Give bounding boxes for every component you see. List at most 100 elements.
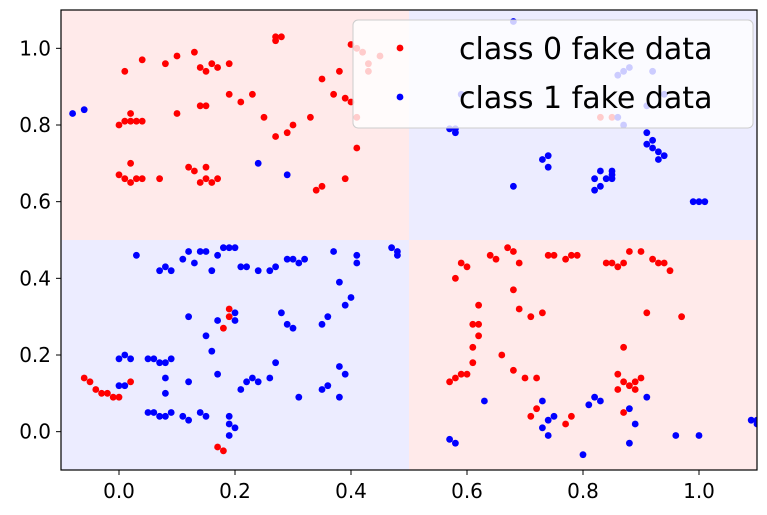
- point-class1-67: [324, 313, 332, 321]
- point-class1-127: [672, 432, 680, 439]
- point-class0-34: [133, 117, 140, 125]
- point-class0-86: [486, 251, 494, 259]
- point-class0-12: [249, 90, 256, 98]
- point-class1-16: [608, 171, 616, 179]
- point-class1-108: [231, 424, 239, 432]
- point-class0-7: [208, 60, 216, 68]
- point-class1-62: [231, 309, 239, 317]
- point-class0-75: [457, 370, 465, 378]
- point-class1-86: [254, 378, 262, 386]
- y-tick-label-1: 0.2: [19, 343, 51, 367]
- point-class0-62: [92, 386, 100, 393]
- point-class0-14: [272, 33, 279, 41]
- point-class1-57: [394, 248, 401, 255]
- point-class0-112: [626, 248, 633, 255]
- point-class1-22: [655, 156, 662, 163]
- point-class0-88: [504, 244, 511, 252]
- point-class0-78: [469, 343, 477, 351]
- point-class1-103: [185, 416, 193, 424]
- point-class0-80: [469, 320, 477, 328]
- point-class0-31: [115, 121, 123, 129]
- point-class0-27: [353, 144, 361, 152]
- point-class1-44: [243, 263, 251, 271]
- point-class0-49: [185, 163, 193, 171]
- point-class1-18: [591, 186, 598, 194]
- point-class1-128: [695, 432, 703, 439]
- point-class1-19: [643, 140, 651, 148]
- point-class0-100: [527, 412, 535, 420]
- point-class1-61: [231, 317, 239, 324]
- point-class0-64: [104, 389, 111, 397]
- point-class1-111: [481, 397, 488, 405]
- point-class1-34: [185, 248, 193, 255]
- point-class1-8: [539, 156, 546, 163]
- point-class0-10: [225, 60, 233, 68]
- point-class1-30: [156, 267, 164, 275]
- point-class0-102: [568, 412, 575, 420]
- point-class0-94: [539, 309, 546, 317]
- point-class1-42: [231, 244, 239, 252]
- point-class0-2: [162, 60, 169, 68]
- point-class1-92: [336, 363, 343, 370]
- point-class0-128: [620, 409, 627, 416]
- point-class0-60: [80, 374, 88, 382]
- point-class1-70: [336, 278, 343, 286]
- point-class1-26: [689, 198, 697, 206]
- point-class1-48: [283, 255, 291, 263]
- point-class0-73: [446, 378, 453, 386]
- point-class0-22: [341, 94, 349, 102]
- point-class0-71: [214, 443, 222, 451]
- point-class0-120: [620, 343, 627, 351]
- point-class0-66: [115, 393, 123, 401]
- point-class1-94: [336, 393, 343, 401]
- point-class1-71: [115, 355, 123, 363]
- point-class1-47: [272, 263, 279, 271]
- point-class1-99: [156, 412, 164, 420]
- point-class1-54: [353, 259, 361, 267]
- point-class1-78: [167, 355, 175, 363]
- point-class1-65: [289, 324, 297, 332]
- point-class1-110: [185, 378, 193, 386]
- point-class0-18: [307, 113, 314, 121]
- y-tick-label-0: 0.0: [19, 420, 51, 444]
- point-class1-109: [225, 432, 233, 439]
- point-class0-92: [515, 305, 523, 313]
- point-class0-9: [225, 90, 233, 98]
- point-class1-114: [539, 397, 546, 405]
- point-class0-30: [312, 186, 320, 194]
- point-class1-83: [237, 386, 245, 393]
- point-class0-39: [173, 110, 181, 117]
- point-class1-25: [649, 136, 656, 144]
- point-class1-64: [283, 320, 291, 328]
- point-class0-67: [127, 378, 134, 386]
- point-class1-123: [626, 439, 633, 447]
- point-class1-116: [544, 432, 552, 439]
- point-class0-5: [196, 64, 204, 71]
- point-class1-95: [115, 382, 123, 390]
- point-class0-15: [278, 33, 285, 41]
- y-tick-label-2: 0.4: [19, 266, 51, 290]
- point-class0-61: [86, 378, 94, 386]
- point-class0-48: [127, 159, 134, 167]
- point-class0-89: [510, 248, 517, 255]
- point-class1-33: [179, 255, 187, 263]
- y-tick-label-5: 1.0: [19, 36, 51, 60]
- x-tick-label-4: 0.8: [567, 479, 599, 503]
- point-class0-90: [515, 259, 523, 267]
- point-class0-28: [341, 175, 349, 183]
- point-class1-102: [179, 412, 187, 420]
- point-class1-12: [597, 167, 604, 175]
- point-class0-46: [138, 175, 146, 183]
- point-class0-3: [173, 52, 181, 60]
- point-class1-96: [121, 382, 129, 390]
- point-class1-72: [121, 351, 129, 359]
- point-class1-85: [249, 374, 256, 382]
- point-class1-118: [550, 412, 558, 420]
- point-class0-69: [225, 305, 233, 313]
- point-class1-53: [353, 251, 361, 259]
- point-class1-1: [80, 106, 88, 114]
- point-class0-74: [452, 374, 459, 382]
- point-class1-17: [597, 182, 604, 190]
- point-class1-131: [753, 416, 757, 424]
- point-class0-85: [463, 263, 471, 271]
